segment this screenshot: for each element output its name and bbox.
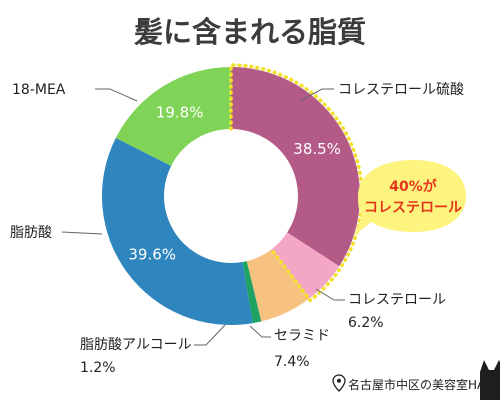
slice-5 xyxy=(101,137,253,325)
callout-bubble: 40%が コレステロール xyxy=(354,160,466,236)
slice-name-label-6: 18-MEA xyxy=(12,82,66,98)
slice-3 xyxy=(246,249,310,322)
cat-logo-icon xyxy=(480,360,500,400)
slice-name-label-5: 脂肪酸 xyxy=(10,225,52,241)
leader-line-3 xyxy=(249,325,271,338)
callout-shape xyxy=(354,160,466,236)
slice-name-label-1: コレステロール硫酸 xyxy=(338,82,464,98)
leader-line-5 xyxy=(61,231,103,235)
credit-text: 名古屋市中区の美容室HANS xyxy=(348,377,500,392)
credit: 名古屋市中区の美容室HANS xyxy=(332,360,500,400)
leader-line-6 xyxy=(95,88,138,102)
slice-value-label-4: 1.2% xyxy=(80,360,116,376)
slice-value-label-3: 7.4% xyxy=(274,354,310,370)
slice-name-label-2: コレステロール xyxy=(348,292,446,308)
leader-line-1 xyxy=(299,88,334,102)
slice-6 xyxy=(115,67,231,166)
slice-1 xyxy=(231,67,360,267)
slice-value-label-5: 39.6% xyxy=(128,245,176,263)
callout-line1: 40%が xyxy=(389,178,438,195)
slice-name-label-3: セラミド xyxy=(274,328,330,344)
highlight-dotted-outline xyxy=(229,63,364,303)
slice-value-label-6: 19.8% xyxy=(156,104,204,122)
slice-value-label-1: 38.5% xyxy=(293,140,341,158)
slice-value-label-2: 6.2% xyxy=(348,315,384,331)
leader-line-4 xyxy=(194,324,226,346)
location-pin-icon xyxy=(332,374,346,392)
leader-line-2 xyxy=(315,288,345,301)
chart-title: 髪に含まれる脂質 xyxy=(133,15,366,49)
slice-4 xyxy=(242,261,262,324)
slice-name-label-4: 脂肪酸アルコール xyxy=(80,337,192,353)
slice-2 xyxy=(271,232,340,299)
callout-line2: コレステロール xyxy=(364,200,462,216)
donut-slices xyxy=(101,67,360,325)
cholesterol-highlight-outline xyxy=(229,63,364,303)
leader-lines xyxy=(61,88,345,346)
